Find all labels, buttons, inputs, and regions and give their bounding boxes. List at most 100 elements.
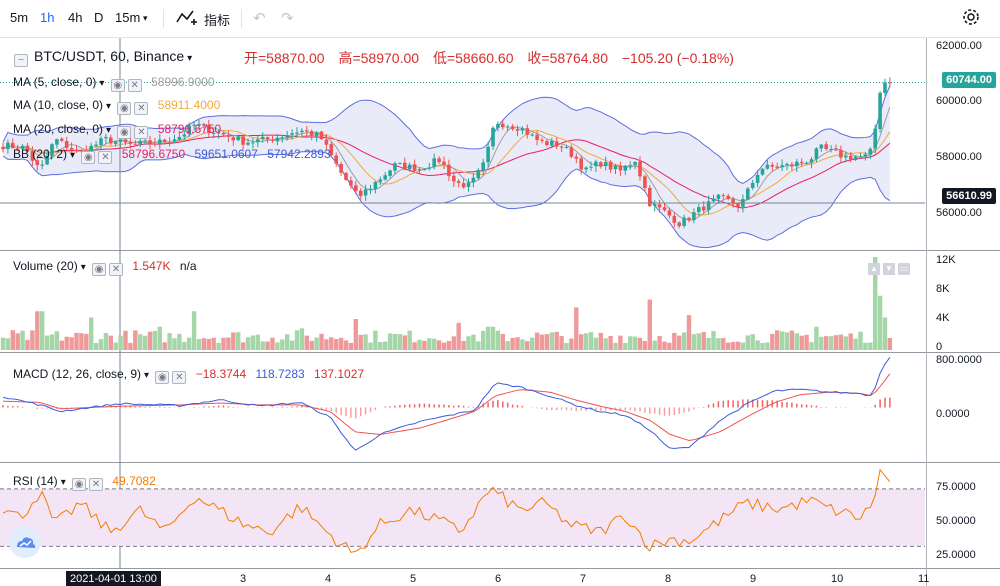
candle-body <box>363 189 368 196</box>
undo-icon[interactable]: ↶ <box>253 10 266 27</box>
chart-canvas[interactable] <box>0 38 1000 586</box>
volume-bar <box>319 333 324 350</box>
chevron-down-icon[interactable]: ▾ <box>60 477 66 488</box>
candle-body <box>285 135 289 138</box>
macd-legend[interactable]: MACD (12, 26, close, 9) ▾ ◉ ✕ −18.3744 118… <box>13 367 364 384</box>
tradingview-logo[interactable] <box>9 526 41 558</box>
candle-body <box>368 188 373 190</box>
chevron-down-icon[interactable]: ▾ <box>143 13 148 23</box>
chevron-down-icon[interactable]: ▾ <box>80 262 86 273</box>
candle-body <box>775 166 779 168</box>
symbol-title[interactable]: − BTC/USDT, 60, Binance ▾ <box>14 48 192 67</box>
candle-body <box>113 141 118 144</box>
candle-body <box>628 165 632 167</box>
interval-5m-button[interactable]: 5m <box>10 10 29 25</box>
interval-4h-button[interactable]: 4h <box>68 10 83 25</box>
rsi-legend[interactable]: RSI (14) ▾ ◉ ✕ 49.7082 <box>13 474 156 491</box>
eye-icon[interactable]: ◉ <box>117 102 132 115</box>
ma5-legend[interactable]: MA (5, close, 0) ▾ ◉ ✕ 58996.9000 <box>13 75 215 92</box>
volume-bar <box>299 328 305 350</box>
bb-legend[interactable]: BB (20, 2) ▾ ◉ ✕ 58796.6750 59651.0607 579… <box>13 147 331 164</box>
volume-bar <box>843 336 848 350</box>
volume-bar <box>495 330 501 350</box>
price-tick: 58000.00 <box>936 151 982 163</box>
eye-icon[interactable]: ◉ <box>92 263 107 276</box>
volume-bar <box>383 341 388 350</box>
move-down-icon[interactable]: ▼ <box>883 263 895 275</box>
chevron-down-icon[interactable]: ▾ <box>99 78 105 89</box>
chevron-down-icon[interactable]: ▾ <box>187 53 193 64</box>
volume-name: Volume (20) <box>13 259 78 273</box>
interval-d-button[interactable]: D <box>94 10 104 25</box>
candle-body <box>476 169 481 179</box>
volume-bar <box>809 342 814 350</box>
ma5-value: 58996.9000 <box>151 75 215 89</box>
volume-bar <box>726 342 731 350</box>
chevron-down-icon[interactable]: ▾ <box>70 150 76 161</box>
volume-bar <box>20 330 25 350</box>
redo-icon[interactable]: ↷ <box>281 10 294 27</box>
candle-body <box>162 139 167 142</box>
volume-bar <box>260 341 265 350</box>
interval-15m-dropdown[interactable]: 15m <box>115 10 141 25</box>
volume-legend[interactable]: Volume (20) ▾ ◉ ✕ 1.547K n/a <box>13 259 197 276</box>
volume-bar <box>270 337 275 350</box>
volume-tick: 8K <box>936 283 950 295</box>
volume-bar <box>799 335 804 350</box>
candle-body <box>339 163 343 173</box>
candle-body <box>109 137 113 144</box>
close-icon[interactable]: ✕ <box>98 151 113 164</box>
settings-gear-icon[interactable] <box>961 7 981 27</box>
chevron-down-icon[interactable]: ▾ <box>106 125 112 136</box>
time-tick: 8 <box>665 573 672 585</box>
candle-body <box>613 165 618 170</box>
close-icon[interactable]: ✕ <box>127 79 142 92</box>
volume-bar <box>44 335 50 350</box>
volume-bar <box>245 337 251 350</box>
ma20-legend[interactable]: MA (20, close, 0) ▾ ◉ ✕ 58796.6750 <box>13 122 221 139</box>
close-icon[interactable]: ✕ <box>109 263 124 276</box>
volume-bar <box>147 331 153 350</box>
interval-1h-button[interactable]: 1h <box>40 10 55 25</box>
candle-body <box>74 149 79 151</box>
close-icon[interactable]: ✕ <box>172 371 187 384</box>
volume-bar <box>446 340 452 350</box>
open-value: 开=58870.00 <box>244 50 325 66</box>
macd-line <box>2 356 891 451</box>
eye-icon[interactable]: ◉ <box>155 371 170 384</box>
ma10-legend[interactable]: MA (10, close, 0) ▾ ◉ ✕ 58911.4000 <box>13 98 220 115</box>
candle-body <box>618 165 623 171</box>
candle-body <box>873 128 877 149</box>
volume-bar <box>853 338 858 350</box>
candle-body <box>594 161 598 167</box>
candle-body <box>69 147 74 150</box>
close-icon[interactable]: ✕ <box>89 478 104 491</box>
eye-icon[interactable]: ◉ <box>110 79 125 92</box>
eye-icon[interactable]: ◉ <box>81 151 96 164</box>
price-tick: 60000.00 <box>936 95 982 107</box>
chevron-down-icon[interactable]: ▾ <box>106 101 112 112</box>
rsi-tick: 75.0000 <box>936 481 976 493</box>
volume-bar <box>613 342 618 350</box>
candle-body <box>319 131 324 140</box>
candle-body <box>383 175 387 180</box>
volume-bar <box>525 341 530 350</box>
candle-body <box>525 128 530 135</box>
candle-body <box>182 134 187 137</box>
collapse-pane-icon[interactable]: ▭ <box>898 263 910 275</box>
indicators-icon[interactable] <box>176 8 198 28</box>
toolbar-divider <box>163 9 164 28</box>
eye-icon[interactable]: ◉ <box>72 478 87 491</box>
candle-body <box>388 170 392 176</box>
move-up-icon[interactable]: ▲ <box>868 263 880 275</box>
candle-body <box>99 138 103 146</box>
collapse-icon[interactable]: − <box>14 54 28 67</box>
close-icon[interactable]: ✕ <box>134 126 149 139</box>
ma10-value: 58911.4000 <box>157 98 221 112</box>
candle-body <box>60 138 64 141</box>
indicators-button[interactable]: 指标 <box>204 13 231 28</box>
chevron-down-icon[interactable]: ▾ <box>144 370 150 381</box>
close-icon[interactable]: ✕ <box>134 102 149 115</box>
volume-bar <box>515 337 520 350</box>
eye-icon[interactable]: ◉ <box>117 126 132 139</box>
